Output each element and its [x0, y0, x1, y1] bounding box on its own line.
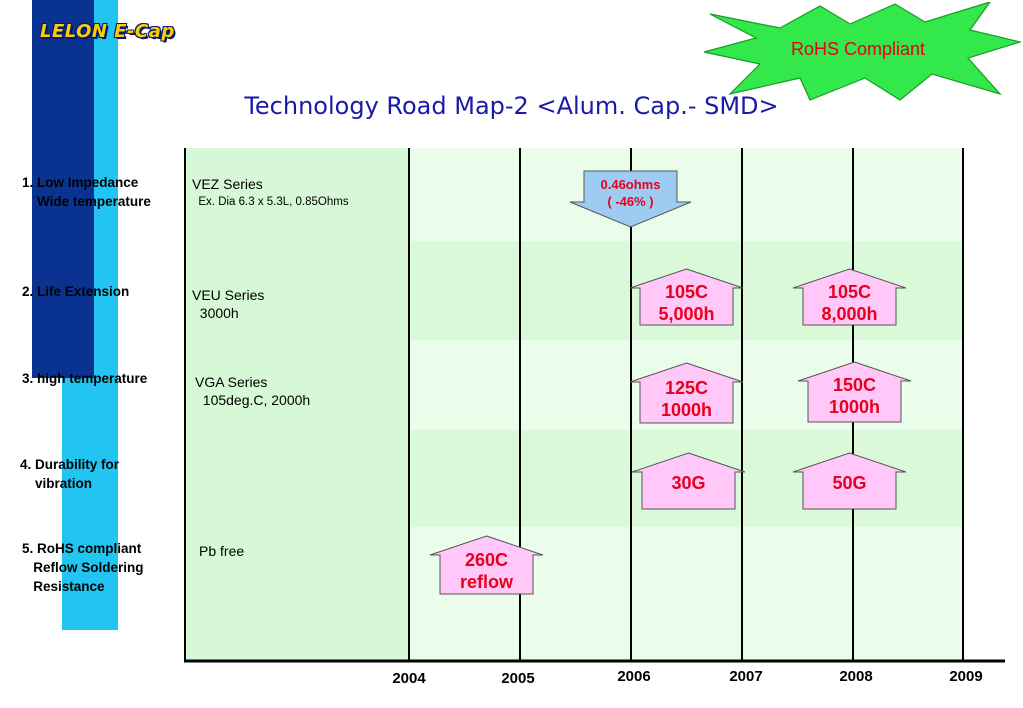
milestone-impedance-2006: 0.46ohms ( -46% ): [569, 170, 692, 228]
down-arrow-shape: [569, 170, 692, 228]
series-vga-detail: 105deg.C, 2000h: [195, 392, 311, 408]
rohs-badge-text: RoHS Compliant: [791, 39, 925, 59]
milestone-reflow-2005: 260C reflow: [429, 535, 544, 595]
reflow-2005-text: 260C reflow: [459, 550, 513, 592]
life-2008-text: 105C 8,000h: [821, 282, 878, 324]
company-logo: LELON E-Cap: [40, 21, 175, 42]
milestone-vibration-2006: 30G: [631, 452, 746, 510]
series-vez: VEZ Series: [192, 176, 263, 192]
up-arrow-shape: [792, 268, 907, 326]
row-label-rohs: 5. RoHS compliant Reflow Soldering Resis…: [22, 541, 144, 594]
milestone-life-2008: 105C 8,000h: [792, 268, 907, 326]
up-arrow-shape: [429, 535, 544, 595]
page-title: Technology Road Map-2 <Alum. Cap.- SMD>: [0, 92, 1023, 120]
year-label-2004: 2004: [392, 670, 426, 687]
milestone-temp-2008: 150C 1000h: [797, 361, 912, 423]
row-label-high-temperature: 3. high temperature: [22, 371, 148, 386]
row-label-low-impedance: 1. Low Impedance Wide temperature: [22, 175, 151, 209]
year-label-2006: 2006: [617, 668, 651, 685]
milestone-life-2006: 105C 5,000h: [629, 268, 744, 326]
temp-2008-text: 150C 1000h: [828, 375, 881, 417]
series-vez-detail: Ex. Dia 6.3 x 5.3L, 0.85Ohms: [192, 196, 349, 208]
life-2006-text: 105C 5,000h: [658, 282, 715, 324]
up-arrow-shape: [797, 361, 912, 423]
milestone-temp-2006: 125C 1000h: [629, 362, 744, 424]
series-pb-free: Pb free: [199, 543, 245, 559]
series-veu-detail: 3000h: [192, 305, 239, 321]
up-arrow-shape: [629, 362, 744, 424]
up-arrow-shape: [629, 268, 744, 326]
vibration-2006-text: 30G: [671, 473, 706, 493]
rohs-starburst-badge: RoHS Compliant: [703, 2, 1022, 101]
year-label-2008: 2008: [839, 668, 873, 685]
decor-bar-dark: [32, 0, 94, 378]
year-label-2005: 2005: [501, 670, 535, 687]
vibration-2008-text: 50G: [832, 473, 867, 493]
impedance-text: 0.46ohms ( -46% ): [600, 177, 661, 209]
series-panel: [185, 148, 409, 661]
milestone-vibration-2008: 50G: [792, 452, 907, 510]
title-text: Technology Road Map-2 <Alum. Cap.- SMD>: [244, 92, 779, 120]
up-arrow-shape: [631, 452, 746, 510]
year-label-2009: 2009: [949, 668, 983, 685]
row-label-life-extension: 2. Life Extension: [22, 284, 130, 299]
temp-2006-text: 125C 1000h: [660, 378, 713, 420]
year-label-2007: 2007: [729, 668, 763, 685]
series-veu: VEU Series: [192, 287, 265, 303]
row-label-durability: 4. Durability for vibration: [20, 457, 120, 491]
series-vga: VGA Series: [195, 374, 268, 390]
row-band-1: [409, 148, 963, 241]
up-arrow-shape: [792, 452, 907, 510]
